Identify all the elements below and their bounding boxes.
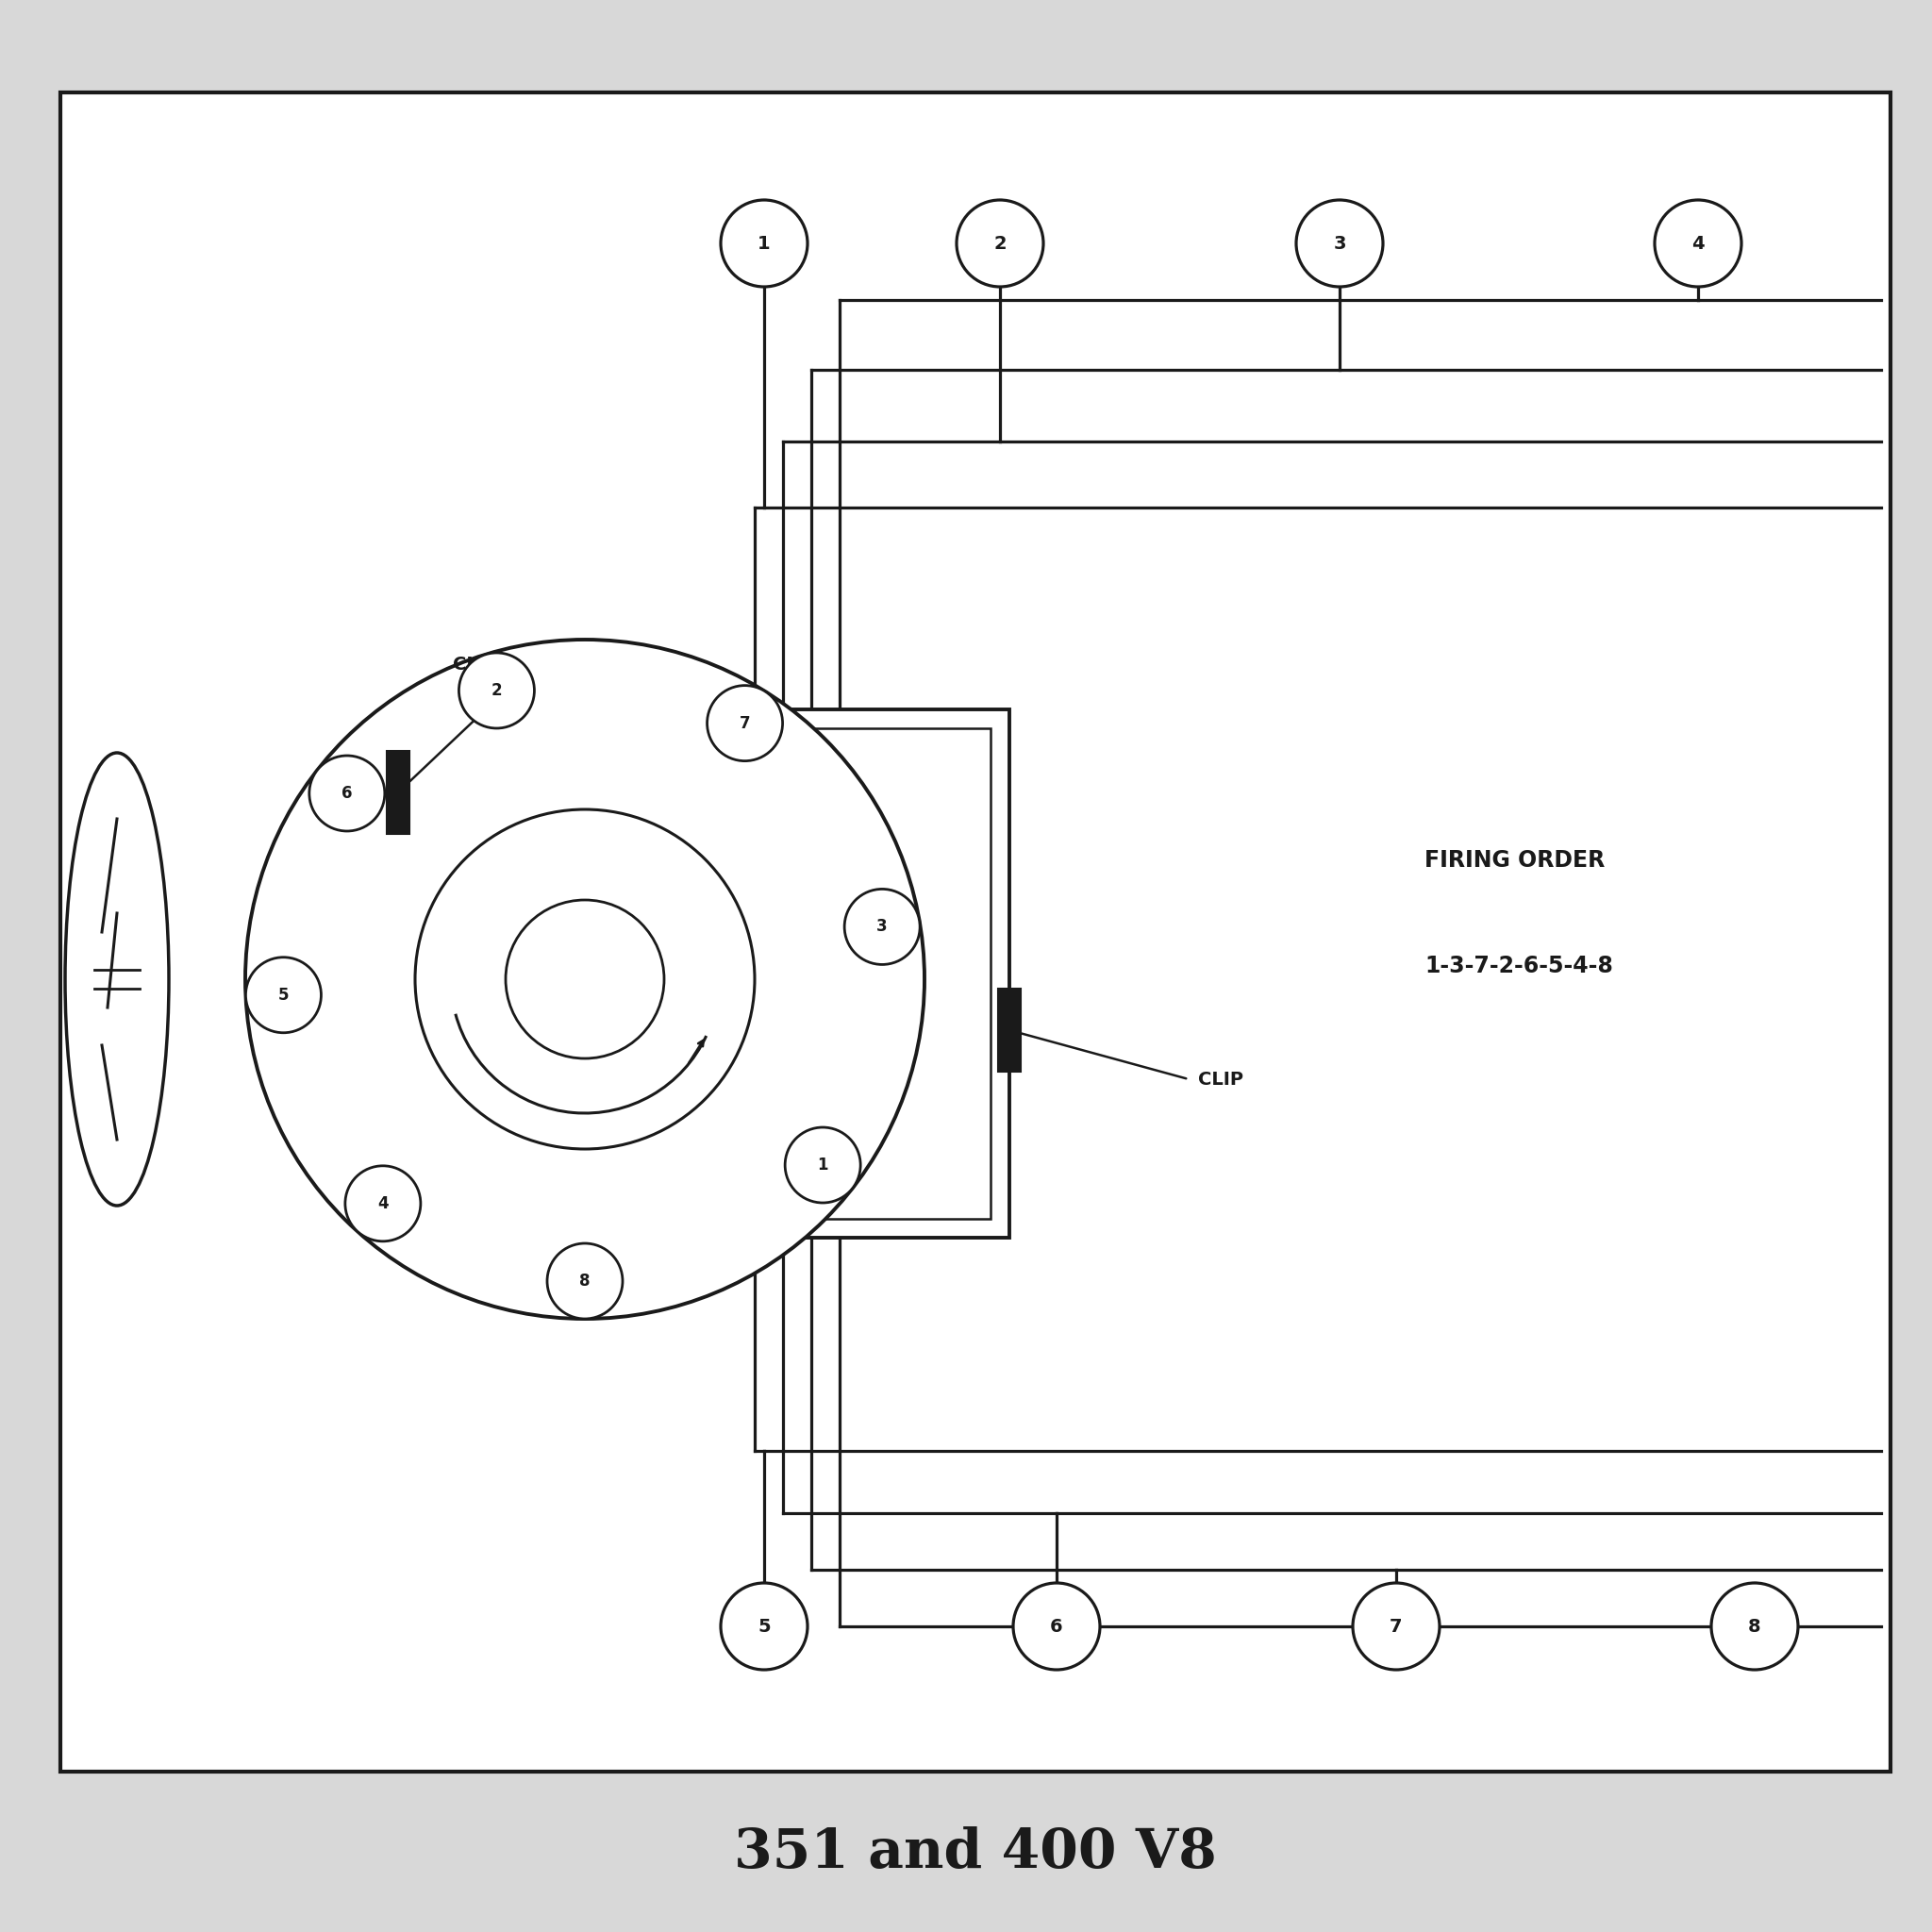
Text: 8: 8 [1748,1617,1762,1634]
FancyBboxPatch shape [746,728,991,1219]
Circle shape [844,889,920,964]
Circle shape [245,639,925,1320]
Circle shape [956,201,1043,286]
Circle shape [346,1165,421,1240]
Text: CLIP: CLIP [452,655,498,672]
Text: 5: 5 [278,987,290,1003]
Circle shape [415,810,755,1150]
Text: 1: 1 [817,1157,829,1173]
Circle shape [721,201,808,286]
Text: 2: 2 [491,682,502,699]
Circle shape [460,653,535,728]
Text: 4: 4 [1692,234,1704,253]
Text: 5: 5 [757,1617,771,1634]
Circle shape [1296,201,1383,286]
Circle shape [1654,201,1741,286]
Text: FIRING ORDER: FIRING ORDER [1424,848,1605,871]
Text: 1-3-7-2-6-5-4-8: 1-3-7-2-6-5-4-8 [1424,954,1613,978]
Text: 1: 1 [757,234,771,253]
FancyBboxPatch shape [726,709,1009,1238]
FancyBboxPatch shape [60,93,1891,1772]
Circle shape [707,686,782,761]
Text: 7: 7 [1389,1617,1403,1634]
Text: CLIP: CLIP [1198,1070,1244,1088]
Text: 7: 7 [740,715,750,732]
Text: 8: 8 [580,1273,591,1289]
Circle shape [506,900,665,1059]
Circle shape [309,755,384,831]
Text: 3: 3 [1333,234,1347,253]
FancyBboxPatch shape [999,989,1020,1072]
Text: 3: 3 [877,918,887,935]
Circle shape [1012,1582,1099,1669]
Text: 6: 6 [342,784,352,802]
Text: 2: 2 [993,234,1007,253]
FancyBboxPatch shape [386,752,410,835]
Text: 6: 6 [1051,1617,1063,1634]
Text: 4: 4 [377,1196,388,1211]
Circle shape [547,1244,622,1320]
Circle shape [1352,1582,1439,1669]
Circle shape [784,1128,860,1204]
Circle shape [721,1582,808,1669]
Circle shape [1712,1582,1799,1669]
Text: 351 and 400 V8: 351 and 400 V8 [734,1826,1217,1880]
Circle shape [245,956,321,1034]
